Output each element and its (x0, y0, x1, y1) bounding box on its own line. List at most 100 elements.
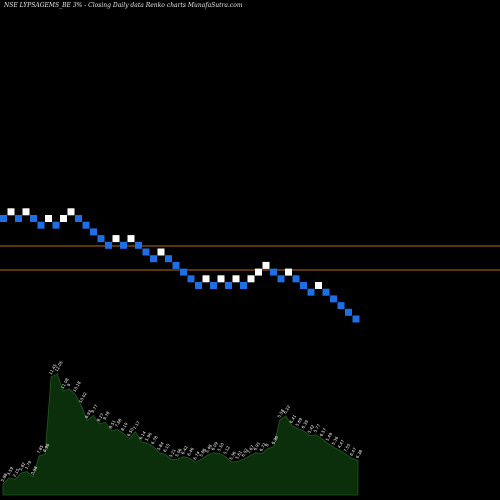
renko-brick-down (172, 261, 180, 269)
volume-label: 3.59 (6, 466, 15, 477)
renko-brick-down (75, 215, 82, 222)
volume-label: 8.51 (108, 419, 117, 430)
renko-brick-down (150, 255, 157, 263)
renko-brick-down (120, 241, 127, 249)
renko-brick-up (262, 261, 270, 269)
volume-label: 9 (66, 382, 72, 387)
renko-brick-down (135, 241, 142, 249)
volume-label: 10.02 (78, 391, 88, 404)
renko-brick-down (307, 288, 315, 296)
volume-label: 6.96 (42, 442, 51, 453)
renko-brick-up (247, 275, 255, 283)
renko-brick-down (105, 241, 112, 249)
renko-brick-up (315, 282, 322, 289)
renko-bricks-group (0, 208, 360, 323)
volume-label: 7.67 (246, 444, 255, 455)
renko-brick-up (7, 208, 15, 216)
volume-label: 7.17 (132, 420, 141, 431)
renko-brick-down (180, 268, 187, 276)
volume-label: 1.79 (24, 459, 33, 470)
renko-brick-up (45, 215, 52, 222)
volume-label: 6.42 (180, 445, 189, 456)
volume-label: 6.41 (288, 413, 297, 424)
renko-brick-up (232, 275, 240, 283)
renko-brick-down (187, 275, 195, 283)
volume-label: 6.46 (186, 446, 195, 457)
renko-brick-down (337, 302, 345, 310)
volume-label: 0.98 (30, 465, 39, 476)
volume-label: 12.05 (54, 360, 64, 373)
volume-label: 8.10 (120, 421, 129, 432)
renko-brick-down (0, 215, 7, 222)
renko-brick-down (90, 228, 97, 236)
volume-labels-group: 5.883.592.155.821.790.987.856.9611.4512.… (0, 360, 364, 483)
renko-brick-down (165, 255, 172, 263)
volume-label: 6.09 (210, 441, 219, 452)
volume-label: 6.47 (349, 446, 358, 457)
renko-brick-down (37, 221, 45, 229)
renko-brick-up (285, 268, 292, 276)
renko-brick-down (277, 275, 285, 283)
renko-brick-down (270, 268, 277, 276)
volume-label: 6.78 (150, 434, 159, 445)
volume-label: 5.50 (216, 441, 225, 452)
volume-label: 6.02 (240, 447, 249, 458)
volume-label: 8.27 (96, 412, 105, 423)
volume-label: 6.57 (318, 427, 327, 438)
volume-label: 8 (264, 442, 270, 447)
volume-label: 5.96 (144, 431, 153, 442)
renko-brick-down (225, 282, 232, 289)
renko-brick-down (300, 282, 307, 289)
volume-label: 5.84 (156, 441, 165, 452)
volume-label: 6.14 (138, 430, 147, 441)
volume-label: 5.42 (306, 423, 315, 434)
renko-brick-up (127, 235, 135, 243)
volume-label: 5.12 (222, 445, 231, 456)
volume-label: 6.72 (258, 441, 267, 452)
renko-brick-down (97, 235, 105, 243)
volume-label: 11.45 (48, 363, 58, 376)
volume-label: 6.96 (270, 434, 279, 445)
volume-area-group (2, 373, 359, 496)
renko-brick-up (67, 208, 75, 216)
volume-label: 6.50 (126, 427, 135, 438)
renko-brick-down (330, 295, 337, 303)
volume-label: 5.58 (276, 408, 285, 419)
volume-label: 10.18 (72, 380, 82, 393)
volume-label: 7.55 (343, 442, 352, 453)
volume-label: 7.68 (114, 417, 123, 428)
volume-label: 5.86 (198, 447, 207, 458)
volume-label: 5.49 (324, 431, 333, 442)
renko-brick-up (157, 248, 165, 256)
volume-label: 9.77 (90, 403, 99, 414)
volume-label: 5.36 (228, 450, 237, 461)
volume-label: 6.15 (162, 442, 171, 453)
volume-label: 5.21 (168, 448, 177, 459)
volume-label: 5.61 (234, 449, 243, 460)
volume-label: 5.77 (312, 423, 321, 434)
renko-brick-down (322, 288, 330, 296)
volume-area (2, 373, 359, 496)
volume-label: 4.47 (336, 438, 345, 449)
volume-label: 5.36 (330, 435, 339, 446)
renko-brick-up (255, 268, 262, 276)
volume-label: 8.93 (84, 409, 93, 420)
volume-label: 2.15 (12, 467, 21, 478)
volume-label: 5.48 (204, 443, 213, 454)
volume-label: 6.38 (355, 448, 364, 459)
renko-brick-down (210, 282, 217, 289)
renko-brick-down (352, 315, 360, 323)
renko-brick-down (15, 215, 22, 222)
volume-label: 5.06 (174, 447, 183, 458)
volume-label: 11.08 (60, 377, 70, 390)
volume-label: 6.39 (300, 419, 309, 430)
renko-brick-down (345, 308, 352, 316)
renko-brick-down (292, 275, 300, 283)
renko-brick-up (60, 215, 67, 222)
volume-label: 5.69 (294, 416, 303, 427)
renko-brick-up (22, 208, 30, 216)
renko-brick-down (52, 221, 60, 229)
renko-brick-up (217, 275, 225, 283)
renko-brick-up (112, 235, 120, 243)
